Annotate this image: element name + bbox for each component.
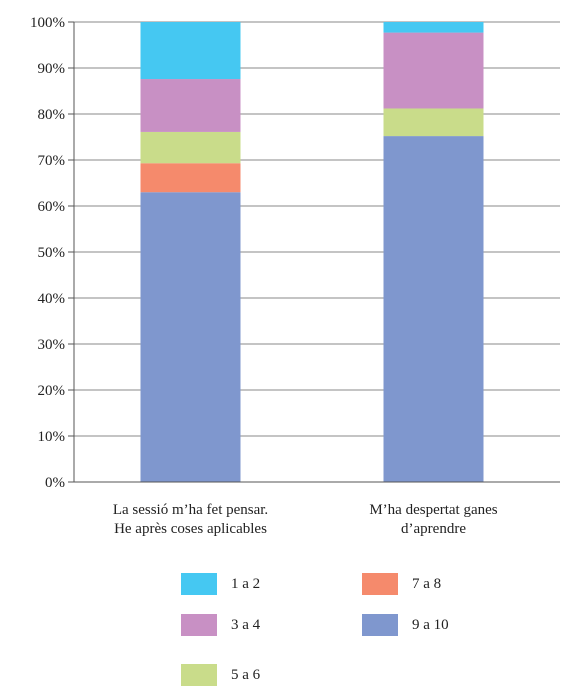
legend-label: 3 a 4	[231, 616, 261, 633]
axes	[73, 22, 560, 483]
bar-segment	[140, 131, 241, 164]
legend-item: 5 a 6	[181, 664, 260, 686]
legend-label: 9 a 10	[412, 616, 449, 633]
x-category-label: La sessió m’ha fet pensar.	[113, 502, 268, 518]
legend-item: 1 a 2	[181, 573, 260, 595]
y-tick-label: 80%	[38, 107, 66, 123]
bar-segment	[383, 22, 484, 33]
bar-segment	[383, 108, 484, 137]
legend-swatch	[362, 614, 398, 636]
bar-segment	[140, 192, 241, 482]
y-tick-label: 30%	[38, 337, 66, 353]
y-tick-label: 70%	[38, 153, 66, 169]
y-tick-label: 40%	[38, 291, 66, 307]
x-category-label: d’aprendre	[401, 521, 466, 537]
bar-segment	[140, 163, 241, 193]
x-category-label: He après coses aplicables	[114, 521, 267, 537]
legend-label: 7 a 8	[412, 575, 442, 592]
legend-swatch	[181, 664, 217, 686]
y-tick-labels: 0% 10% 20% 30% 40% 50% 60% 70% 80% 90% 100%	[30, 15, 65, 491]
legend-swatch	[181, 614, 217, 636]
legend-item: 7 a 8	[362, 573, 441, 595]
x-category-labels: La sessió m’ha fet pensar. He après coses…	[113, 502, 498, 537]
y-tick-label: 10%	[38, 429, 66, 445]
bar-segment	[383, 136, 484, 482]
stacked-bar-chart: 0% 10% 20% 30% 40% 50% 60% 70% 80% 90% 100% La ses…	[30, 15, 560, 537]
y-tick-label: 50%	[38, 245, 66, 261]
legend-swatch	[181, 573, 217, 595]
legend-item: 3 a 4	[181, 614, 260, 636]
y-tick-label: 0%	[45, 475, 65, 491]
x-category-label: M’ha despertat ganes	[369, 502, 497, 518]
legend-item: 9 a 10	[362, 614, 449, 636]
y-tick-label: 90%	[38, 61, 66, 77]
legend-label: 5 a 6	[231, 666, 261, 683]
y-tick-label: 20%	[38, 383, 66, 399]
bar-segment	[140, 22, 241, 80]
legend-swatch	[362, 573, 398, 595]
legend-label: 1 a 2	[231, 575, 261, 592]
bar-segment	[140, 79, 241, 132]
y-tick-label: 100%	[30, 15, 65, 31]
bar-segment	[383, 32, 484, 109]
bars	[140, 22, 484, 482]
y-tick-label: 60%	[38, 199, 66, 215]
